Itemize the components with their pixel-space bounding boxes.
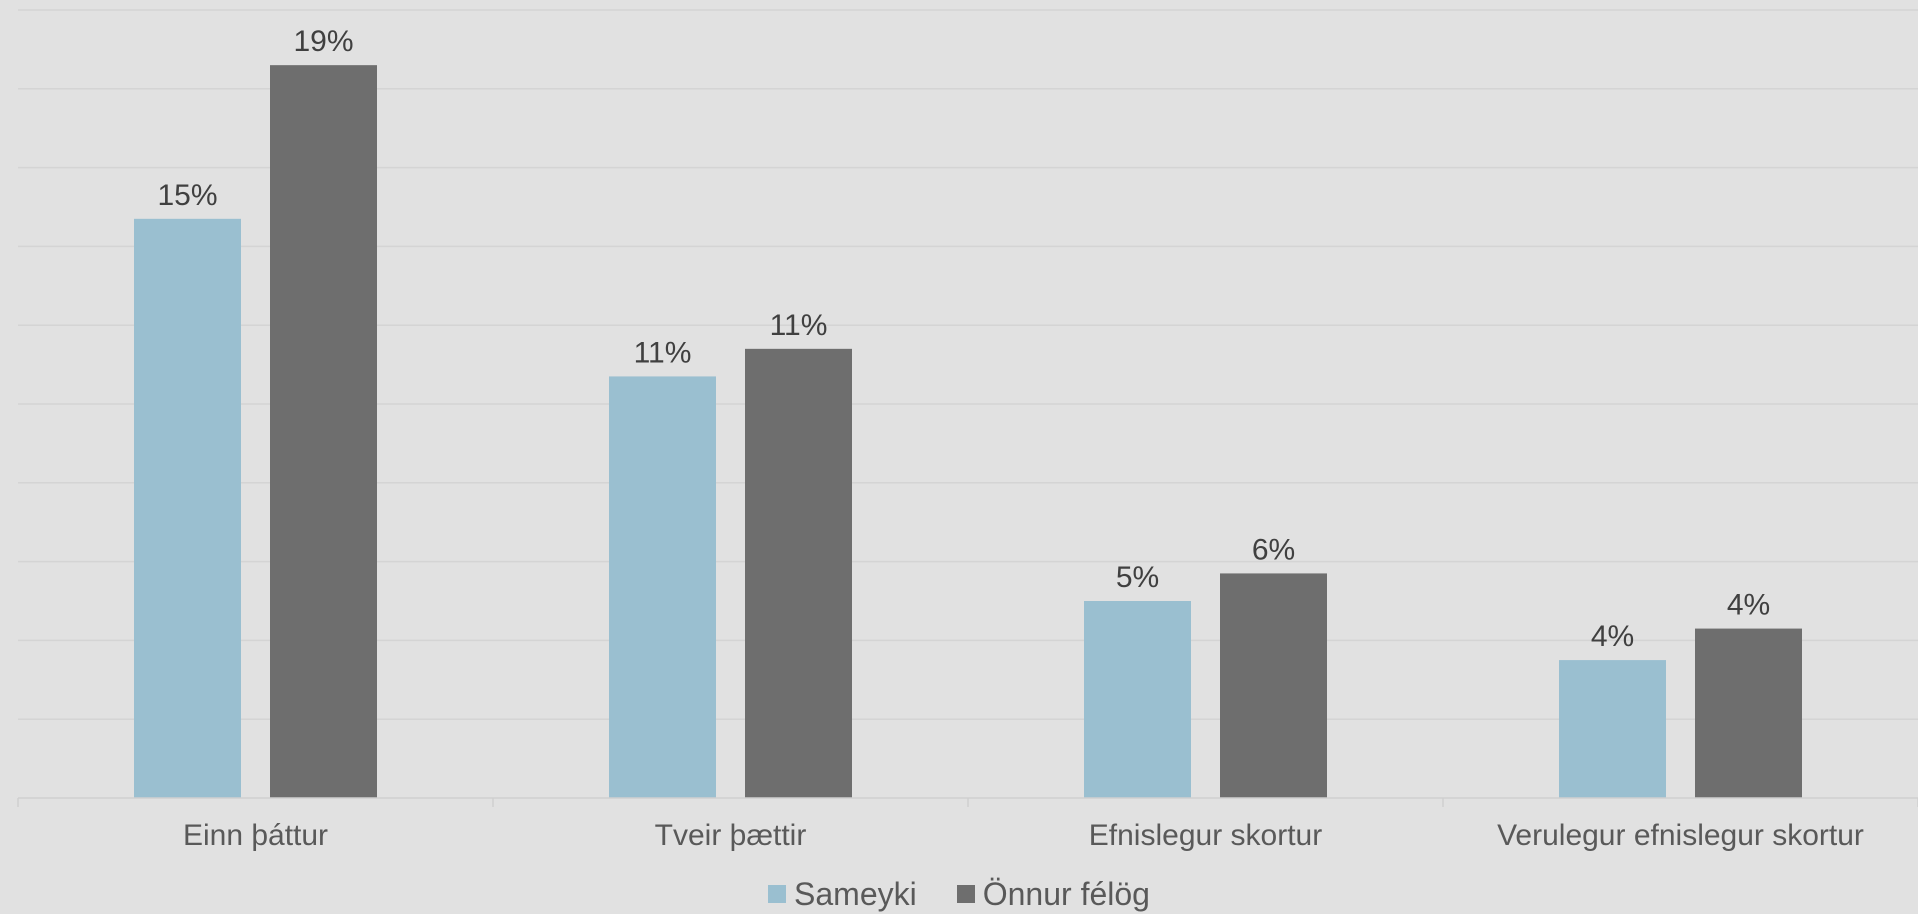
bar-sameyki-3 xyxy=(1559,660,1666,798)
bar-onnur-felog-2 xyxy=(1220,573,1327,798)
data-labels: 15% 19% 11% 11% 5% 6% 4% 4% xyxy=(157,25,1770,653)
x-tick-label: Einn þáttur xyxy=(183,819,328,852)
data-label: 4% xyxy=(1591,620,1634,653)
bars xyxy=(134,65,1802,798)
bar-chart: 15% 19% 11% 11% 5% 6% 4% 4% Einn þáttur Tveir þæ… xyxy=(17,9,1918,852)
bar-sameyki-2 xyxy=(1084,601,1191,798)
x-tick-label: Tveir þættir xyxy=(655,819,807,852)
legend-label-sameyki: Sameyki xyxy=(794,875,917,912)
data-label: 11% xyxy=(770,309,828,342)
bar-onnur-felog-3 xyxy=(1695,628,1802,798)
legend-swatch-sameyki xyxy=(768,885,787,903)
data-label: 5% xyxy=(1116,561,1159,594)
bar-onnur-felog-1 xyxy=(745,348,852,798)
legend-label-onnur-felog: Önnur félög xyxy=(982,875,1150,912)
bar-sameyki-0 xyxy=(134,218,241,798)
legend-item-onnur-felog: Önnur félög xyxy=(956,875,1150,913)
x-tick-label: Efnislegur skortur xyxy=(1089,819,1322,852)
data-label: 19% xyxy=(293,25,353,58)
data-label: 11% xyxy=(634,336,692,369)
legend-item-sameyki: Sameyki xyxy=(768,876,917,913)
legend: Sameyki Önnur félög xyxy=(0,874,1918,914)
data-label: 15% xyxy=(157,179,217,212)
x-tick-label: Verulegur efnislegur skortur xyxy=(1497,819,1864,852)
data-label: 6% xyxy=(1252,533,1295,566)
legend-swatch-onnur-felog xyxy=(956,885,975,903)
bar-onnur-felog-0 xyxy=(270,65,377,798)
data-label: 4% xyxy=(1727,589,1770,622)
x-axis: Einn þáttur Tveir þættir Efnislegur skortu… xyxy=(17,797,1918,852)
bar-sameyki-1 xyxy=(609,376,716,798)
